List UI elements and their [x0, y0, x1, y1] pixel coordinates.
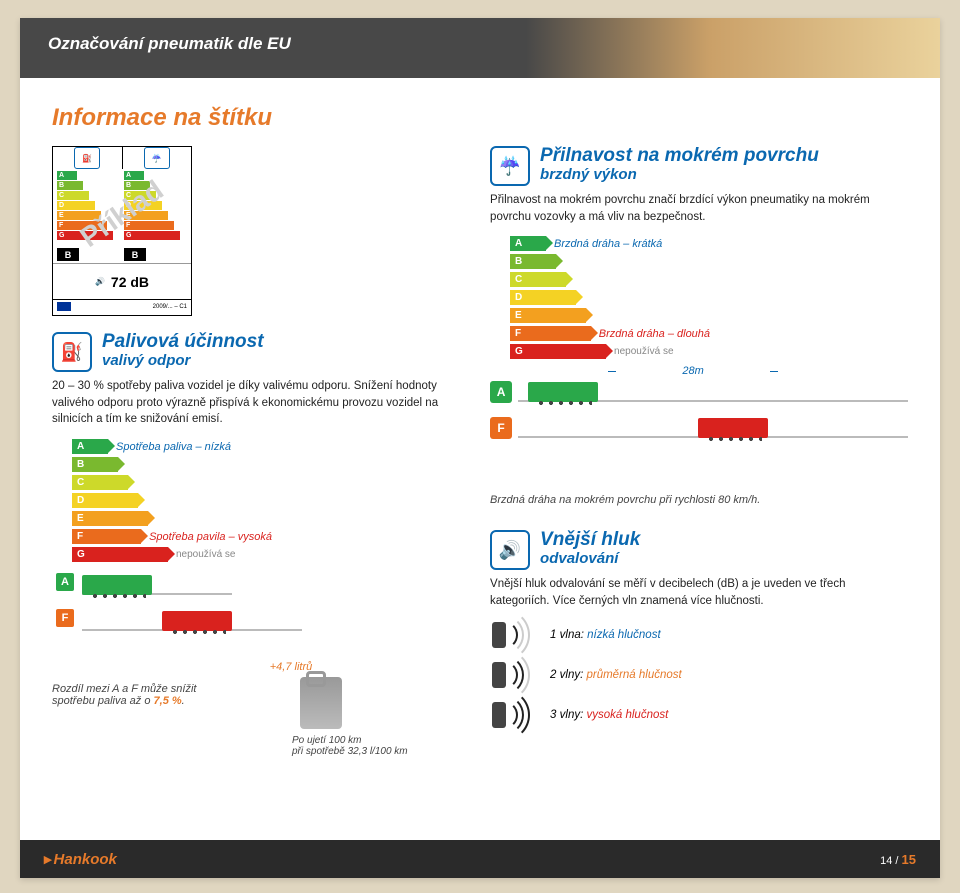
rating-bar-e: E: [72, 511, 148, 526]
badge-a: A: [56, 573, 74, 591]
brand-logo: Hankook: [44, 850, 117, 868]
rating-bar-f: F: [510, 326, 591, 341]
braking-diagram: A 28m F: [490, 378, 908, 488]
noise-wave-icon: [490, 620, 536, 650]
noise-level-3: 3 vlny: vysoká hlučnost: [490, 700, 908, 730]
noise-title-l1: Vnější hluk: [540, 530, 640, 551]
page-number: 14 / 15: [880, 852, 916, 867]
fuel-pump-icon: ⛽: [74, 147, 100, 169]
rating-bar-e: E: [510, 308, 586, 323]
rating-bar-b: B: [510, 254, 556, 269]
page-header: Označování pneumatik dle EU: [20, 18, 940, 78]
note-low: Brzdná dráha – krátká: [554, 238, 662, 250]
fuel-title-l2: valivý odpor: [102, 353, 264, 370]
noise-db: 72 dB: [111, 274, 149, 290]
note-unused: nepoužívá se: [614, 346, 674, 357]
note-low: Spotřeba paliva – nízká: [116, 441, 231, 453]
rating-bar-g: G: [510, 344, 606, 359]
truck-green-icon: [82, 575, 142, 595]
rating-bar-c: C: [72, 475, 128, 490]
rating-bar-a: A: [510, 236, 546, 251]
rating-bar-a: A: [72, 439, 108, 454]
truck-red-icon: [698, 418, 758, 438]
wet-title-l2: brzdný výkon: [540, 167, 819, 184]
noise-title-l2: odvalování: [540, 551, 640, 568]
wet-caption: Brzdná dráha na mokrém povrchu při rychl…: [490, 494, 908, 506]
noise-body: Vnější hluk odvalování se měří v decibel…: [490, 576, 908, 609]
fuel-body: 20 – 30 % spotřeby paliva vozidel je dík…: [52, 378, 450, 428]
fuel-pump-icon: ⛽: [52, 332, 92, 372]
note-high: Brzdná dráha – dlouhá: [599, 328, 710, 340]
truck-red-icon: [162, 611, 222, 631]
badge-f: F: [56, 609, 74, 627]
truck-green-icon: [528, 382, 588, 402]
noise-level-text: 2 vlny: průměrná hlučnost: [550, 669, 682, 681]
jerry-label: +4,7 litrů: [240, 661, 342, 673]
rating-bar-c: C: [510, 272, 566, 287]
wet-body: Přilnavost na mokrém povrchu značí brzdí…: [490, 192, 908, 225]
page-footer: Hankook 14 / 15: [20, 840, 940, 878]
info-title: Informace na štítku: [52, 104, 908, 132]
eu-flag-icon: [57, 302, 71, 311]
rating-bar-g: G: [72, 547, 168, 562]
badge-f: F: [490, 417, 512, 439]
noise-level-2: 2 vlny: průměrná hlučnost: [490, 660, 908, 690]
eu-reg-text: 2009/... – C1: [153, 304, 187, 310]
jerrycan-icon: [300, 677, 342, 729]
noise-level-text: 3 vlny: vysoká hlučnost: [550, 709, 668, 721]
rating-bar-f: F: [72, 529, 141, 544]
wet-rating-bars: A Brzdná dráha – krátká BCDEF Brzdná dráha …: [510, 235, 710, 360]
noise-wave-icon: [490, 660, 536, 690]
rating-bar-d: D: [510, 290, 576, 305]
note-unused: nepoužívá se: [176, 549, 236, 560]
eu-label-sample: ⛽ ☔ ABCDEFGBABCDEFGB Příklad 🔊 72 dB 200…: [52, 146, 192, 316]
wet-title-l1: Přilnavost na mokrém povrchu: [540, 146, 819, 167]
noise-wave-icon: [490, 700, 536, 730]
fuel-rating-bars: A Spotřeba paliva – nízká BCDEF Spotřeba pa…: [72, 438, 272, 563]
fuel-sub-caption: Po ujetí 100 km při spotřebě 32,3 l/100 …: [292, 735, 450, 757]
page-title: Označování pneumatik dle EU: [48, 34, 912, 54]
rating-bar-b: B: [72, 457, 118, 472]
note-high: Spotřeba pavila – vysoká: [149, 531, 272, 543]
badge-a: A: [490, 381, 512, 403]
noise-level-text: 1 vlna: nízká hlučnost: [550, 629, 661, 641]
fuel-diff-note: Rozdíl mezi A a F může snížit spotřebu p…: [52, 683, 222, 707]
rating-bar-d: D: [72, 493, 138, 508]
noise-wave-icon: 🔊: [95, 277, 105, 286]
distance-label: 28m: [608, 364, 778, 378]
rain-cloud-icon: ☔: [144, 147, 170, 169]
rain-cloud-icon: ☔: [490, 146, 530, 186]
fuel-title-l1: Palivová účinnost: [102, 332, 264, 353]
noise-wave-icon: 🔊: [490, 530, 530, 570]
noise-level-1: 1 vlna: nízká hlučnost: [490, 620, 908, 650]
